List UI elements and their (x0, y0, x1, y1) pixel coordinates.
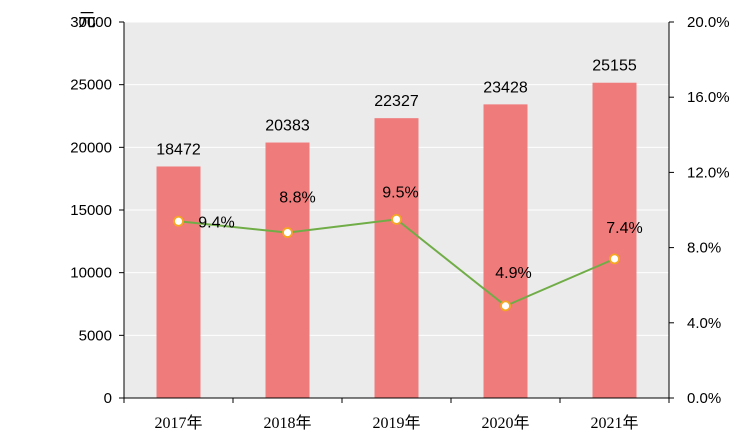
y-left-tick-label: 5000 (79, 327, 112, 344)
line-point (609, 253, 620, 265)
y-right-tick-label: 16.0% (687, 89, 730, 106)
line-value-label: 9.5% (382, 184, 418, 201)
bar-value-label: 25155 (592, 58, 637, 75)
bar (265, 142, 310, 398)
bar-value-label: 22327 (374, 93, 419, 110)
x-tick-label: 2017年 (154, 414, 202, 432)
line-point (282, 227, 293, 238)
x-tick-label: 2020年 (481, 414, 529, 432)
line-value-label: 9.4% (198, 214, 234, 231)
line-series: 9.4% 8.8% 9.5% 4.9% 7.4% (173, 184, 643, 312)
axes: 0 5000 10000 15000 20000 25000 30000 0.0% 4.0% 8.… (70, 14, 729, 432)
bar (483, 104, 528, 398)
y-left-unit: 元 (78, 10, 96, 31)
x-tick-label: 2018年 (263, 414, 311, 432)
bar-series: 18472 20383 22327 23428 25155 (156, 58, 637, 398)
y-right-tick-label: 4.0% (687, 315, 721, 332)
y-right-tick-label: 20.0% (687, 14, 730, 31)
y-left-tick-label: 0 (104, 390, 112, 407)
y-right-tick-label: 12.0% (687, 164, 730, 181)
bar (592, 82, 637, 398)
bar-value-label: 23428 (483, 79, 528, 96)
x-tick-label: 2021年 (590, 414, 638, 432)
y-left-tick-label: 20000 (70, 139, 112, 156)
y-right-tick-label: 0.0% (687, 390, 721, 407)
bar (374, 118, 419, 398)
y-left-tick-label: 25000 (70, 77, 112, 94)
y-left-tick-label: 30000 (70, 14, 112, 31)
bar-value-label: 20383 (265, 118, 310, 135)
line-value-label: 7.4% (606, 220, 642, 237)
line-value-label: 4.9% (495, 265, 531, 282)
bar (156, 166, 201, 398)
y-right-tick-label: 8.0% (687, 240, 721, 257)
line-point (500, 300, 511, 312)
y-left-tick-label: 10000 (70, 265, 112, 282)
y-left-tick-label: 15000 (70, 202, 112, 219)
line-value-label: 8.8% (279, 190, 315, 207)
x-tick-label: 2019年 (372, 414, 420, 432)
line-point (173, 215, 184, 227)
line-point (391, 213, 402, 225)
bar-value-label: 18472 (156, 141, 201, 158)
